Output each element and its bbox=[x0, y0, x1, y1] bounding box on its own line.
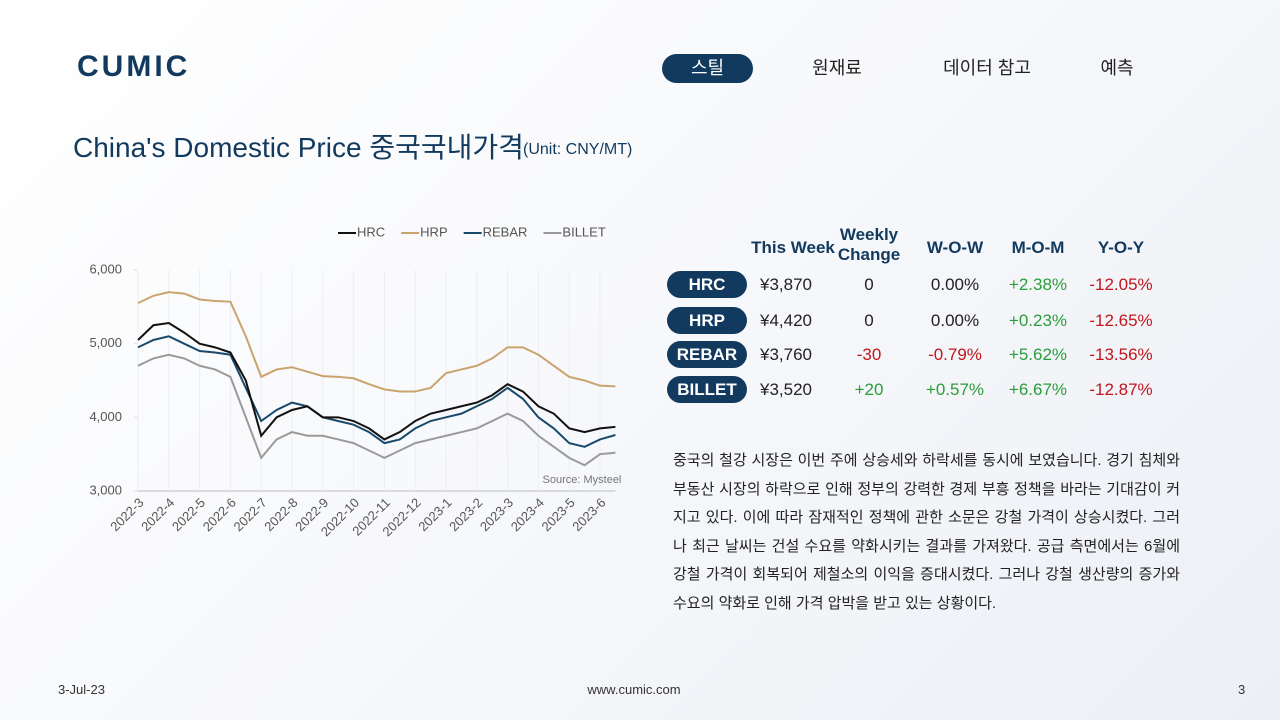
table-cell: 0 bbox=[864, 275, 874, 294]
column-header: W-O-W bbox=[926, 238, 984, 257]
series-line bbox=[137, 321, 616, 441]
page-number: 3 bbox=[1238, 682, 1246, 697]
paragraph: 중국의 철강 시장은 이번 주에 상승세와 하락세를 동시에 보였습니다. 경기… bbox=[673, 452, 1180, 612]
x-tick-label: 2022-5 bbox=[169, 495, 208, 534]
table-cell: +6.67% bbox=[1008, 380, 1068, 399]
table-cell: +20 bbox=[854, 380, 884, 399]
nav-item[interactable]: 스틸 bbox=[662, 54, 753, 83]
table-cell: ¥3,870 bbox=[760, 275, 812, 294]
x-tick-label: 2023-3 bbox=[477, 495, 516, 534]
table-cell: +0.23% bbox=[1008, 311, 1068, 330]
chart: 3,0004,0005,0006,0002022-32022-42022-520… bbox=[89, 224, 622, 539]
y-tick-label: 5,000 bbox=[89, 335, 122, 350]
footer-site: www.cumic.com bbox=[587, 682, 681, 697]
table-cell: -30 bbox=[856, 345, 882, 364]
annotation: Source: Mysteel bbox=[543, 474, 622, 486]
table-cell: +2.38% bbox=[1008, 275, 1068, 294]
table-cell: -12.65% bbox=[1089, 311, 1153, 330]
y-tick-label: 6,000 bbox=[89, 261, 122, 276]
series-line bbox=[137, 353, 616, 467]
legend-label: HRC bbox=[357, 224, 385, 239]
series-line bbox=[137, 335, 616, 448]
table-cell: 0.00% bbox=[930, 311, 980, 330]
table-cell: 0.00% bbox=[930, 275, 980, 294]
nav-item[interactable]: 원재료 bbox=[812, 58, 862, 78]
table-cell: ¥4,420 bbox=[760, 311, 812, 330]
x-tick-label: 2022-6 bbox=[200, 495, 239, 534]
row-label: REBAR bbox=[667, 341, 747, 368]
row-label: HRP bbox=[667, 307, 747, 334]
nav-item[interactable]: 데이터 참고 bbox=[943, 58, 1031, 78]
x-tick-label: 2023-1 bbox=[415, 495, 454, 534]
y-tick-label: 4,000 bbox=[89, 409, 122, 424]
x-tick-label: 2022-7 bbox=[231, 495, 270, 534]
legend-label: HRP bbox=[420, 224, 447, 239]
x-tick-label: 2023-5 bbox=[539, 495, 578, 534]
footer-date: 3-Jul-23 bbox=[58, 682, 105, 697]
column-header: M-O-M bbox=[1011, 238, 1065, 257]
table-cell: +0.57% bbox=[925, 380, 985, 399]
x-tick-label: 2023-6 bbox=[569, 495, 608, 534]
table-cell: -12.87% bbox=[1089, 380, 1153, 399]
table-cell: 0 bbox=[864, 311, 874, 330]
logo: CUMIC bbox=[77, 50, 191, 83]
x-tick-label: 2022-8 bbox=[261, 495, 300, 534]
y-tick-label: 3,000 bbox=[89, 482, 122, 497]
title: China's Domestic Price 중국국내가격 bbox=[73, 132, 524, 163]
nav-item[interactable]: 예측 bbox=[1100, 58, 1134, 78]
x-tick-label: 2023-2 bbox=[446, 495, 485, 534]
x-tick-label: 2023-4 bbox=[508, 495, 547, 534]
unit: (Unit: CNY/MT) bbox=[523, 141, 633, 158]
table-cell: -0.79% bbox=[928, 345, 982, 364]
column-header: This Week bbox=[751, 238, 835, 257]
column-header: Weekly Change bbox=[837, 225, 901, 264]
x-tick-label: 2022-4 bbox=[138, 495, 177, 534]
table-cell: ¥3,520 bbox=[760, 380, 812, 399]
legend-label: REBAR bbox=[483, 224, 528, 239]
table-cell: +5.62% bbox=[1008, 345, 1068, 364]
row-label: BILLET bbox=[667, 376, 747, 403]
series-line bbox=[137, 291, 616, 393]
row-label: HRC bbox=[667, 271, 747, 298]
table-cell: -13.56% bbox=[1089, 345, 1153, 364]
column-header: Y-O-Y bbox=[1097, 238, 1145, 257]
legend-label: BILLET bbox=[562, 224, 605, 239]
x-tick-label: 2022-3 bbox=[107, 495, 146, 534]
table-cell: ¥3,760 bbox=[760, 345, 812, 364]
table-cell: -12.05% bbox=[1089, 275, 1153, 294]
